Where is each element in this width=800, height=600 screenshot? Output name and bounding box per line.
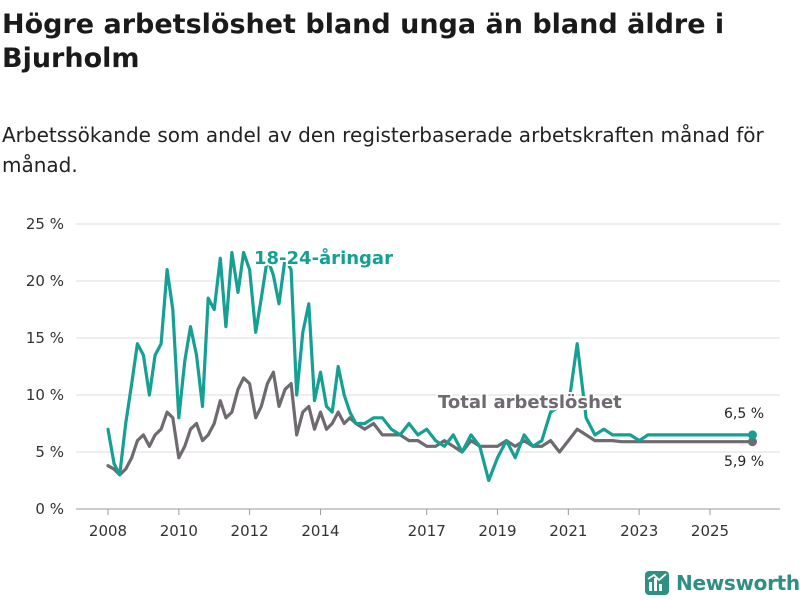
- series-layer: [106, 250, 757, 483]
- series-line-youth: [106, 250, 755, 483]
- brand-name: Newsworthy: [676, 571, 800, 595]
- x-tick-label: 2021: [549, 522, 587, 540]
- brand-logo: Newsworthy: [644, 567, 800, 599]
- grid-lines: [76, 223, 780, 510]
- x-tick-label: 2012: [231, 522, 269, 540]
- y-axis-ticks: 0 % 5 % 10 % 15 % 20 % 25 %: [26, 215, 64, 518]
- end-label-total: 5,9 %: [724, 454, 764, 470]
- y-tick-label: 20 %: [26, 272, 64, 290]
- page-title: Högre arbetslöshet bland unga än bland ä…: [2, 9, 725, 74]
- x-tick-label: 2019: [478, 522, 516, 540]
- x-tick-label: 2023: [620, 522, 658, 540]
- series-end-point: [747, 437, 757, 447]
- y-tick-label: 0 %: [35, 500, 64, 518]
- y-tick-label: 5 %: [35, 443, 64, 461]
- series-label-total-halo: Total arbetslöshet: [438, 392, 622, 413]
- x-tick-label: 2010: [160, 522, 198, 540]
- x-axis-ticks: 2008 2010 2012 2014 2017 2019 2021 2023 2025: [89, 509, 729, 540]
- end-label-youth: 6,5 %: [724, 406, 764, 422]
- y-tick-label: 25 %: [26, 215, 64, 233]
- series-line-total: [106, 370, 755, 477]
- y-tick-label: 10 %: [26, 386, 64, 404]
- series-label-youth: 18-24-åringar: [254, 247, 393, 269]
- series-label-total: Total arbetslöshet: [438, 392, 622, 413]
- end-label-youth-halo: 6,5 %: [724, 406, 764, 422]
- y-tick-label: 15 %: [26, 329, 64, 347]
- page-subtitle: Arbetssökande som andel av den registerb…: [2, 123, 764, 177]
- x-tick-label: 2008: [89, 522, 127, 540]
- x-tick-label: 2014: [301, 522, 339, 540]
- x-tick-label: 2017: [408, 522, 446, 540]
- series-end-point: [747, 430, 757, 440]
- x-tick-label: 2025: [691, 522, 729, 540]
- newsworthy-logo-icon: [645, 571, 669, 595]
- end-label-total-halo: 5,9 %: [724, 454, 764, 470]
- series-label-youth-halo: 18-24-åringar: [254, 247, 393, 269]
